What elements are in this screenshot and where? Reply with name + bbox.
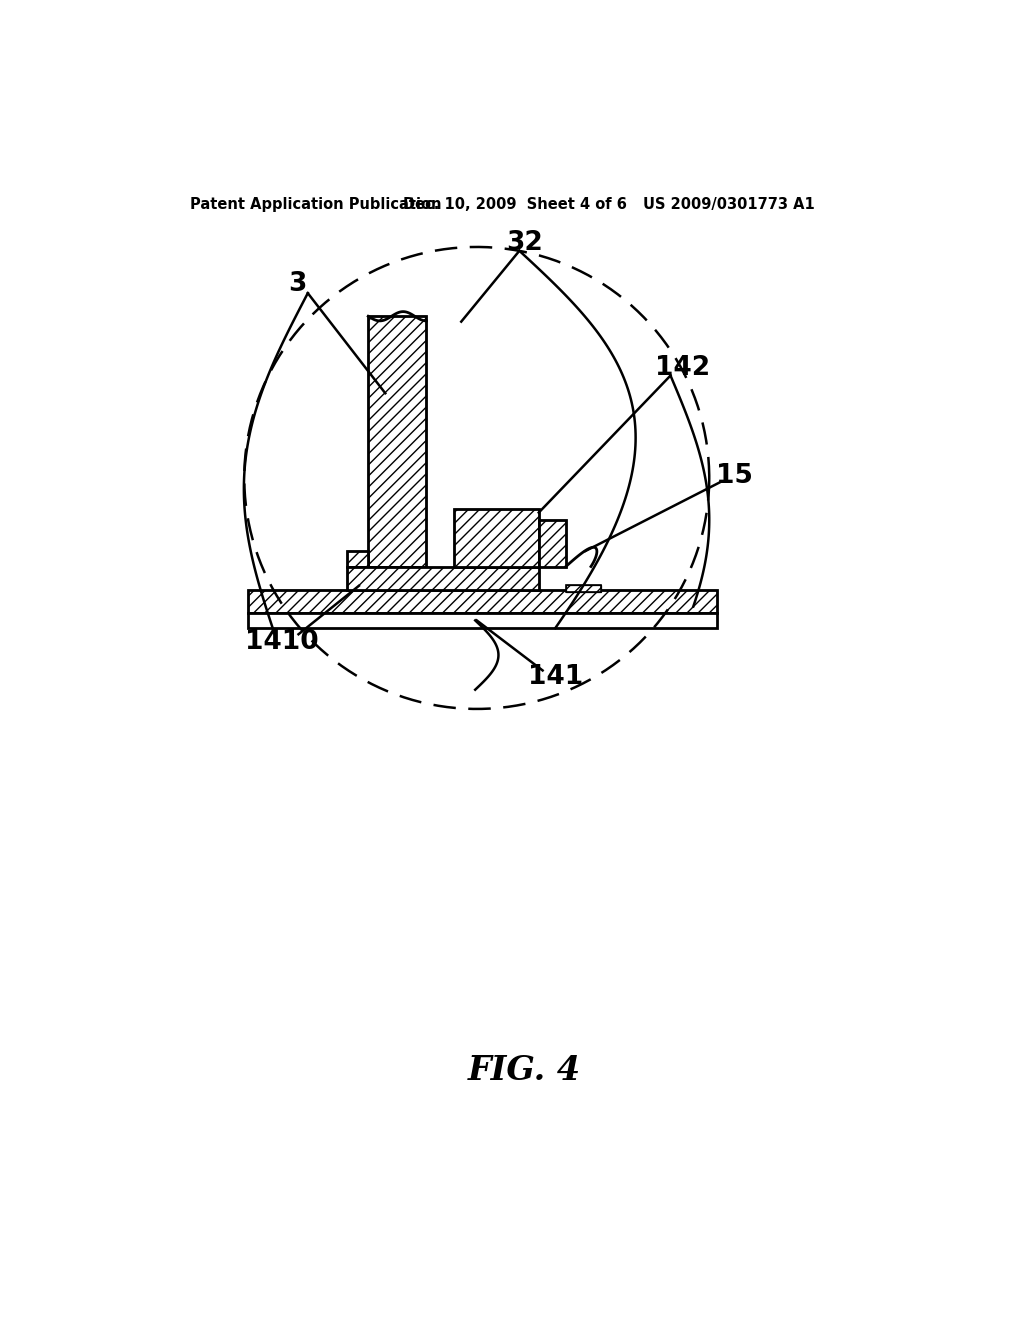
Text: Patent Application Publication: Patent Application Publication: [190, 197, 441, 213]
Polygon shape: [347, 566, 539, 590]
Text: Dec. 10, 2009  Sheet 4 of 6: Dec. 10, 2009 Sheet 4 of 6: [403, 197, 627, 213]
Polygon shape: [347, 552, 369, 566]
Polygon shape: [454, 508, 539, 566]
Text: 142: 142: [655, 355, 711, 381]
Text: 15: 15: [716, 462, 753, 488]
Text: 32: 32: [507, 230, 543, 256]
Polygon shape: [539, 520, 566, 566]
Polygon shape: [248, 590, 717, 612]
Text: 3: 3: [288, 271, 306, 297]
Polygon shape: [566, 585, 601, 591]
Polygon shape: [248, 612, 717, 628]
Text: 1410: 1410: [245, 628, 318, 655]
Text: US 2009/0301773 A1: US 2009/0301773 A1: [643, 197, 815, 213]
Polygon shape: [369, 317, 426, 566]
Text: FIG. 4: FIG. 4: [468, 1055, 582, 1088]
Text: 141: 141: [528, 664, 584, 689]
